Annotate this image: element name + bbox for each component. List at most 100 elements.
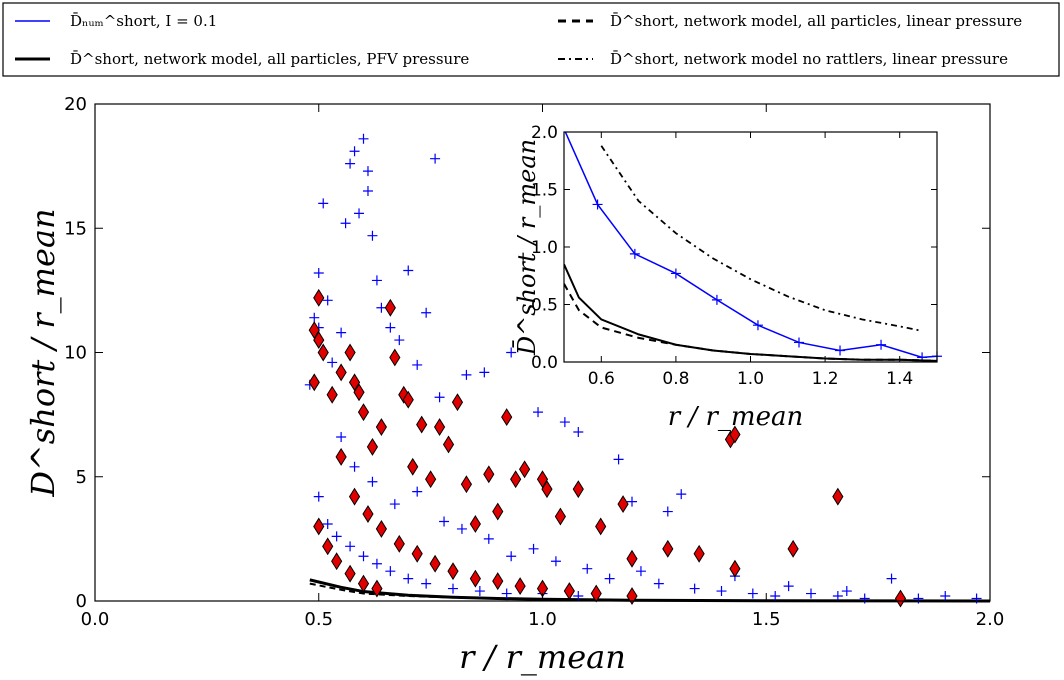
main-y-axis-label: D^short / r_mean bbox=[24, 208, 62, 497]
legend-label-linear: D̄^short, network model, all particles, … bbox=[610, 12, 1022, 30]
diamond-point-30 bbox=[536, 470, 549, 489]
plus-point-55 bbox=[653, 578, 664, 589]
plus-point-63 bbox=[913, 593, 924, 604]
plus-point-48 bbox=[483, 533, 494, 544]
diamond-point-43 bbox=[832, 487, 844, 506]
plus-point-7 bbox=[336, 327, 347, 338]
inset-xtick-label-3: 1.2 bbox=[812, 369, 839, 389]
plus-point-53 bbox=[604, 573, 615, 584]
diamond-point-4 bbox=[317, 343, 329, 362]
plus-point-75 bbox=[501, 588, 512, 599]
diamond-point-48 bbox=[375, 519, 387, 538]
main-xtick-label-1: 0.5 bbox=[304, 609, 333, 630]
plus-point-30 bbox=[573, 427, 584, 438]
plus-point-4 bbox=[318, 198, 329, 209]
diamond-point-47 bbox=[362, 505, 374, 523]
diamond-point-11 bbox=[366, 437, 379, 456]
main-plot: 0.0 0.5 1.0 1.5 2.0 0 5 10 15 20 r / r_mean D^short… bbox=[24, 94, 1004, 676]
diamond-point-51 bbox=[429, 554, 441, 573]
inset-plus-6 bbox=[793, 337, 804, 348]
diamond-point-7 bbox=[344, 343, 356, 362]
plus-point-16 bbox=[371, 275, 382, 286]
plus-point-61 bbox=[832, 591, 843, 602]
plus-point-72 bbox=[421, 578, 432, 589]
diamond-point-19 bbox=[425, 470, 437, 489]
plus-point-50 bbox=[528, 543, 539, 554]
plus-point-44 bbox=[389, 499, 400, 510]
plus-point-73 bbox=[448, 583, 458, 594]
plus-point-46 bbox=[439, 516, 450, 527]
diamond-point-5 bbox=[326, 385, 338, 404]
plus-point-49 bbox=[506, 551, 517, 562]
diamond-point-37 bbox=[662, 539, 674, 558]
legend-box bbox=[2, 2, 1060, 77]
plus-point-8 bbox=[340, 218, 351, 229]
diamond-point-57 bbox=[563, 582, 575, 601]
legend-label-norattlers: D̄^short, network model no rattlers, lin… bbox=[610, 50, 1008, 68]
plus-point-1 bbox=[309, 312, 320, 323]
plus-point-77 bbox=[573, 591, 584, 602]
plus-point-12 bbox=[358, 133, 369, 144]
main-ytick-label-2: 10 bbox=[64, 343, 87, 364]
plus-point-64 bbox=[313, 491, 324, 502]
plus-point-58 bbox=[747, 588, 758, 599]
main-xtick-label-2: 1.0 bbox=[528, 609, 557, 630]
plus-point-15 bbox=[367, 230, 378, 241]
diamond-point-8 bbox=[348, 373, 361, 392]
inset-y-axis-label: D̄^short / r_mean bbox=[513, 139, 541, 356]
plus-point-13 bbox=[362, 166, 373, 177]
plus-point-71 bbox=[403, 573, 414, 584]
diamond-point-31 bbox=[541, 480, 553, 499]
plus-point-23 bbox=[430, 153, 441, 164]
diamond-point-25 bbox=[483, 465, 495, 484]
diamond-point-10 bbox=[357, 403, 370, 422]
diamond-point-9 bbox=[353, 383, 365, 402]
plus-point-45 bbox=[412, 486, 423, 497]
diamond-point-35 bbox=[617, 495, 629, 514]
diamond-point-64 bbox=[357, 574, 370, 593]
plus-point-10 bbox=[349, 146, 360, 157]
diamond-point-63 bbox=[344, 564, 356, 583]
diamond-point-59 bbox=[626, 587, 638, 605]
plus-point-26 bbox=[479, 367, 490, 378]
diamond-point-28 bbox=[510, 470, 522, 489]
plus-point-34 bbox=[676, 489, 687, 500]
diamond-point-46 bbox=[348, 487, 361, 506]
inset-plus-8 bbox=[876, 339, 887, 350]
diamond-point-6 bbox=[335, 363, 347, 382]
inset-ytick-label-0: 0.0 bbox=[531, 353, 558, 373]
plus-point-52 bbox=[582, 563, 593, 574]
plus-point-70 bbox=[385, 566, 396, 577]
plus-point-28 bbox=[533, 407, 544, 418]
inset-plot: 0.6 0.8 1.0 1.2 1.4 0.0 0.5 1.0 1.5 2.0 r / r_mean… bbox=[513, 123, 942, 432]
main-ytick-label-1: 5 bbox=[76, 467, 87, 488]
plus-point-51 bbox=[550, 556, 561, 567]
plus-point-42 bbox=[349, 461, 360, 472]
diamond-point-20 bbox=[433, 418, 446, 436]
inset-ytick-label-4: 2.0 bbox=[531, 123, 558, 143]
legend-label-numerical: D̄ₙᵤₘ^short, I = 0.1 bbox=[70, 12, 217, 30]
diamond-point-62 bbox=[331, 552, 343, 571]
diamond-point-50 bbox=[411, 544, 423, 563]
diamond-point-26 bbox=[492, 502, 504, 521]
main-model-line-1 bbox=[309, 582, 991, 602]
diamond-point-41 bbox=[729, 559, 741, 578]
plus-point-19 bbox=[394, 335, 405, 346]
diamond-point-2 bbox=[313, 288, 325, 307]
diamond-point-52 bbox=[447, 562, 459, 581]
plus-point-29 bbox=[559, 417, 570, 428]
plus-point-24 bbox=[434, 392, 445, 403]
diamond-point-33 bbox=[572, 480, 584, 499]
diamond-point-40 bbox=[729, 425, 741, 444]
plus-point-22 bbox=[421, 307, 432, 318]
diamond-point-45 bbox=[335, 447, 347, 466]
plus-point-66 bbox=[331, 531, 342, 542]
plus-point-69 bbox=[371, 558, 382, 569]
diamond-point-55 bbox=[514, 577, 526, 596]
inset-ytick-label-3: 1.5 bbox=[531, 181, 558, 201]
diamond-point-53 bbox=[469, 569, 481, 588]
inset-xtick-label-1: 0.8 bbox=[662, 369, 689, 389]
plus-point-65 bbox=[322, 518, 333, 529]
diamond-point-49 bbox=[393, 534, 405, 553]
plus-point-56 bbox=[689, 583, 700, 594]
